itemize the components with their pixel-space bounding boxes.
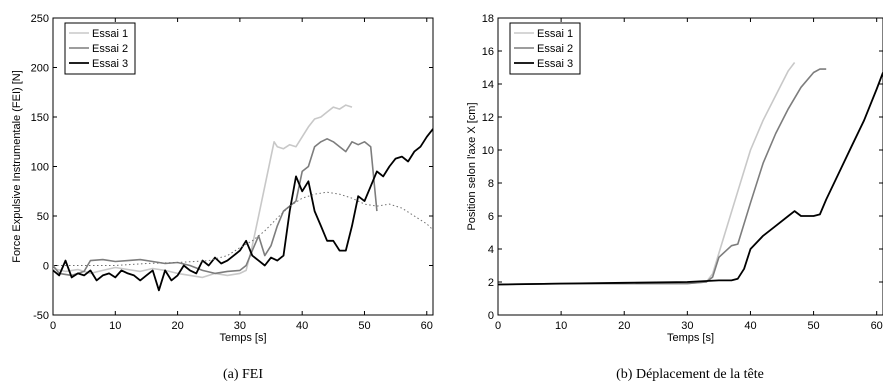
fei-data-group [53, 104, 433, 292]
fei-ytick-label: 200 [31, 63, 49, 75]
tete-ytick-label: 18 [482, 13, 494, 25]
fei-ytick-label: 0 [43, 261, 49, 273]
tete-axes-box [497, 17, 883, 316]
fei-xtick-label: 30 [234, 320, 246, 332]
fei-series-essai-3 [53, 128, 433, 292]
fei-xtick-label: 50 [358, 320, 370, 332]
tete-legend-label: Essai 2 [537, 43, 573, 55]
tete-ytick-label: 4 [488, 244, 494, 256]
tete-ytick-label: 12 [482, 112, 494, 124]
tete-legend-label: Essai 3 [537, 58, 573, 70]
fei-ytick-label: 150 [31, 112, 49, 124]
fei-xtick-label: 10 [109, 320, 121, 332]
tete-xtick-label: 30 [681, 320, 693, 332]
tete-data-group [498, 62, 883, 286]
tete-xtick-label: 60 [871, 320, 883, 332]
tete-ytick-label: 8 [488, 178, 494, 190]
tete-xtick-label: 50 [807, 320, 819, 332]
tete-xtick-label: 40 [744, 320, 756, 332]
tete-series-essai-2 [498, 68, 827, 286]
fei-caption: (a) FEI [223, 367, 263, 382]
tete-xtick-label: 0 [495, 320, 501, 332]
tete-xtick-label: 20 [618, 320, 630, 332]
fei-legend-label: Essai 3 [92, 58, 128, 70]
fei-series-essai-1 [53, 104, 353, 279]
fei-yaxis-label: Force Expulsive Instrumentale (FEI) [N] [11, 70, 23, 263]
tete-yaxis-label: Position selon l'axe X [cm] [466, 102, 478, 230]
tete-ytick-label: 6 [488, 211, 494, 223]
fei-xtick-label: 60 [421, 320, 433, 332]
tete-xtick-label: 10 [555, 320, 567, 332]
tete-legend-label: Essai 1 [537, 28, 573, 40]
fei-xtick-label: 0 [50, 320, 56, 332]
tete-xaxis-label: Temps [s] [667, 332, 714, 344]
fei-xaxis-label: Temps [s] [219, 332, 266, 344]
tete-caption: (b) Déplacement de la tête [616, 367, 764, 382]
fei-legend-label: Essai 2 [92, 43, 128, 55]
tete-ytick-label: 10 [482, 145, 494, 157]
fei-ytick-label: -50 [33, 310, 49, 322]
tete-ytick-label: 16 [482, 46, 494, 58]
fei-xtick-label: 20 [171, 320, 183, 332]
tete-series-essai-3 [498, 72, 883, 286]
tete-ytick-label: 14 [482, 79, 494, 91]
fei-ytick-label: 50 [37, 211, 49, 223]
tete-ytick-label: 2 [488, 277, 494, 289]
fei-series-essai-2 [53, 138, 378, 277]
fei-legend-label: Essai 1 [92, 28, 128, 40]
tete-chart: 0 10 20 30 40 50 60 0 2 4 6 8 10 12 14 16 18 Temps [s] Pos… [466, 13, 883, 382]
fei-xtick-label: 40 [296, 320, 308, 332]
tete-ytick-label: 0 [488, 310, 494, 322]
fei-ytick-label: 100 [31, 162, 49, 174]
fei-ytick-label: 250 [31, 13, 49, 25]
